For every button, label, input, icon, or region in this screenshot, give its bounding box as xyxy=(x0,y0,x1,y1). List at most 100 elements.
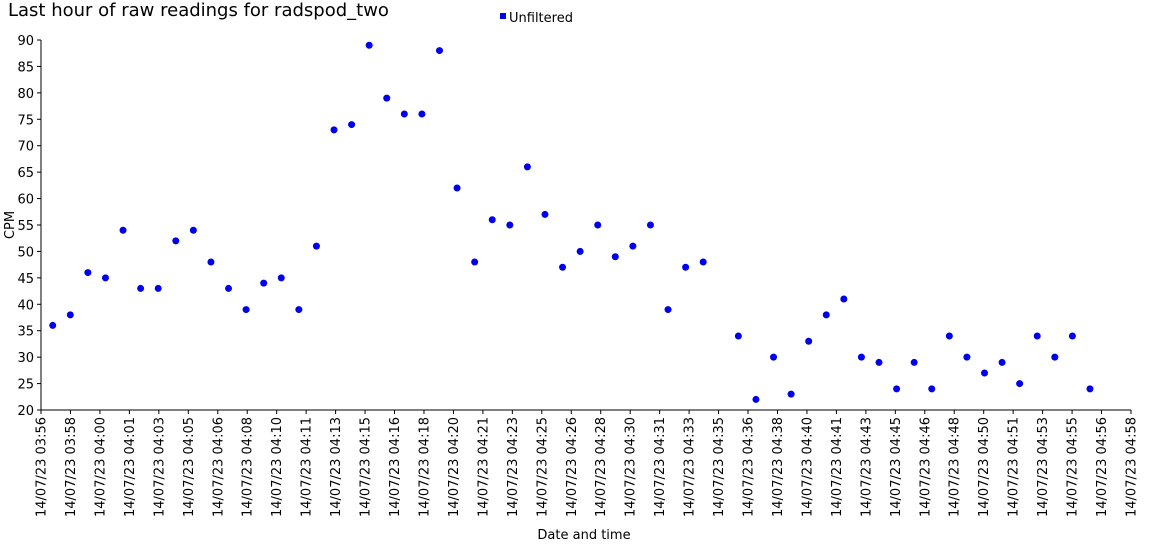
x-tick-label: 14/07/23 04:50 xyxy=(977,417,992,517)
x-tick-label: 14/07/23 04:05 xyxy=(182,417,197,517)
data-point xyxy=(330,126,338,134)
x-tick-label: 14/07/23 04:25 xyxy=(535,417,550,517)
data-point xyxy=(312,242,320,250)
data-point xyxy=(295,306,303,314)
data-point xyxy=(576,247,584,255)
y-tick-label: 45 xyxy=(17,272,34,287)
data-point xyxy=(453,184,461,192)
data-point xyxy=(435,47,443,55)
x-tick-label: 14/07/23 04:35 xyxy=(712,417,727,517)
legend-label: Unfiltered xyxy=(509,11,573,26)
y-tick-label: 35 xyxy=(17,325,34,340)
x-tick-label: 14/07/23 04:48 xyxy=(948,417,963,517)
data-point xyxy=(277,274,285,282)
data-point xyxy=(365,41,373,49)
data-point xyxy=(770,353,778,361)
x-tick-label: 14/07/23 04:53 xyxy=(1036,417,1051,517)
data-point xyxy=(752,395,760,403)
x-tick-label: 14/07/23 04:31 xyxy=(653,417,668,517)
y-tick-label: 60 xyxy=(17,193,34,208)
x-tick-label: 14/07/23 04:01 xyxy=(123,417,138,517)
x-tick-label: 14/07/23 04:20 xyxy=(447,417,462,517)
x-tick-label: 14/07/23 04:38 xyxy=(771,417,786,517)
data-point xyxy=(137,284,145,292)
data-points xyxy=(49,41,1094,403)
data-point xyxy=(840,295,848,303)
y-axis: 20 25 30 35 40 45 50 55 60 65 70 75 80 85 90 xyxy=(17,34,42,419)
x-tick-label: 14/07/23 04:13 xyxy=(329,417,344,517)
x-tick-label: 14/07/23 03:56 xyxy=(35,417,50,517)
x-tick-label: 14/07/23 04:40 xyxy=(800,417,815,517)
y-tick-label: 25 xyxy=(17,378,34,393)
data-point xyxy=(225,284,233,292)
data-point xyxy=(189,226,197,234)
data-point xyxy=(875,358,883,366)
data-point xyxy=(242,306,250,314)
x-tick-label: 14/07/23 04:21 xyxy=(476,417,491,517)
data-point xyxy=(822,311,830,319)
data-point xyxy=(119,226,127,234)
data-point xyxy=(154,284,162,292)
data-point xyxy=(682,263,690,271)
data-point xyxy=(787,390,795,398)
x-tick-label: 14/07/23 04:55 xyxy=(1066,417,1081,517)
x-tick-label: 14/07/23 04:15 xyxy=(359,417,374,517)
data-point xyxy=(488,216,496,224)
y-tick-label: 90 xyxy=(17,34,34,49)
data-point xyxy=(348,121,356,129)
x-tick-label: 14/07/23 03:58 xyxy=(64,417,79,517)
x-tick-label: 14/07/23 04:30 xyxy=(624,417,639,517)
y-tick-label: 75 xyxy=(17,113,34,128)
data-point xyxy=(893,385,901,393)
y-tick-label: 30 xyxy=(17,351,34,366)
y-tick-label: 20 xyxy=(17,404,34,419)
data-point xyxy=(629,242,637,250)
x-tick-label: 14/07/23 04:16 xyxy=(388,417,403,517)
data-point xyxy=(101,274,109,282)
data-point xyxy=(559,263,567,271)
data-point xyxy=(980,369,988,377)
data-point xyxy=(506,221,514,229)
legend-marker xyxy=(500,13,506,19)
x-tick-label: 14/07/23 04:26 xyxy=(565,417,580,517)
data-point xyxy=(207,258,215,266)
x-tick-label: 14/07/23 04:00 xyxy=(93,417,108,517)
x-tick-label: 14/07/23 04:45 xyxy=(889,417,904,517)
data-point xyxy=(1016,380,1024,388)
data-point xyxy=(1086,385,1094,393)
y-tick-label: 40 xyxy=(17,298,34,313)
x-tick-label: 14/07/23 04:58 xyxy=(1125,417,1140,517)
y-tick-label: 55 xyxy=(17,219,34,234)
data-point xyxy=(1068,332,1076,340)
data-point xyxy=(523,163,531,171)
data-point xyxy=(664,306,672,314)
data-point xyxy=(805,337,813,345)
x-tick-label: 14/07/23 04:23 xyxy=(506,417,521,517)
x-tick-label: 14/07/23 04:18 xyxy=(417,417,432,517)
x-tick-label: 14/07/23 04:06 xyxy=(211,417,226,517)
data-point xyxy=(998,358,1006,366)
data-point xyxy=(611,253,619,261)
x-tick-label: 14/07/23 04:08 xyxy=(241,417,256,517)
data-point xyxy=(857,353,865,361)
y-tick-label: 85 xyxy=(17,60,34,75)
data-point xyxy=(699,258,707,266)
data-point xyxy=(383,94,391,102)
x-axis: 14/07/23 03:56 14/07/23 03:58 14/07/23 04:… xyxy=(35,409,1140,517)
y-axis-label: CPM xyxy=(3,211,18,239)
y-tick-label: 50 xyxy=(17,245,34,260)
data-point xyxy=(541,210,549,218)
data-point xyxy=(84,269,92,277)
data-point xyxy=(646,221,654,229)
x-tick-label: 14/07/23 04:28 xyxy=(594,417,609,517)
data-point xyxy=(963,353,971,361)
y-tick-label: 65 xyxy=(17,166,34,181)
x-tick-label: 14/07/23 04:11 xyxy=(300,417,315,517)
x-tick-label: 14/07/23 04:46 xyxy=(918,417,933,517)
legend: Unfiltered xyxy=(500,11,573,26)
data-point xyxy=(49,321,57,329)
x-tick-label: 14/07/23 04:33 xyxy=(683,417,698,517)
y-tick-label: 70 xyxy=(17,140,34,155)
chart-title: Last hour of raw readings for radspod_tw… xyxy=(8,0,389,21)
